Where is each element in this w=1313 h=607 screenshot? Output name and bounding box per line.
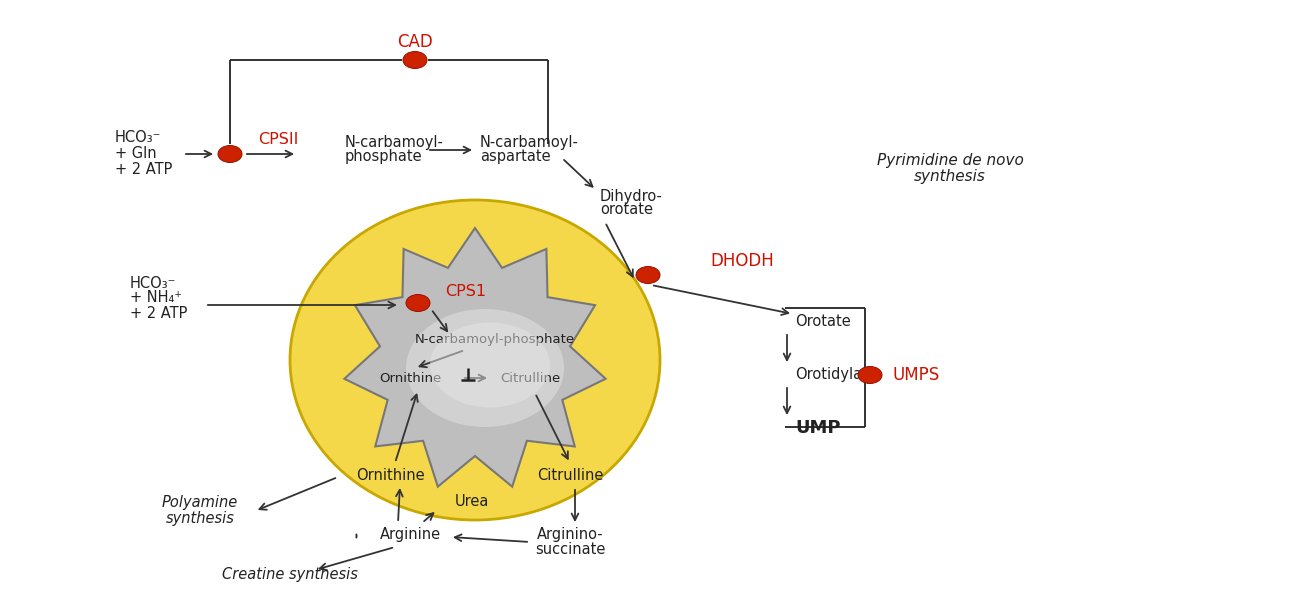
Ellipse shape: [429, 322, 550, 407]
Text: N-carbamoyl-: N-carbamoyl-: [345, 135, 444, 151]
Text: phosphate: phosphate: [345, 149, 423, 164]
Text: Orotidylate: Orotidylate: [794, 367, 877, 382]
Text: Polyamine: Polyamine: [161, 495, 238, 510]
Text: Arginine: Arginine: [379, 527, 441, 543]
Text: + 2 ATP: + 2 ATP: [116, 163, 172, 177]
Text: aspartate: aspartate: [481, 149, 550, 164]
Text: Citrulline: Citrulline: [537, 467, 603, 483]
Text: Urea: Urea: [456, 495, 490, 509]
Text: synthesis: synthesis: [165, 512, 235, 526]
Text: CPS1: CPS1: [445, 285, 486, 299]
Text: Creatine synthesis: Creatine synthesis: [222, 568, 358, 583]
Text: CAD: CAD: [397, 33, 433, 51]
Text: UMP: UMP: [794, 419, 840, 437]
Text: N-carbamoyl-phosphate: N-carbamoyl-phosphate: [415, 333, 575, 347]
Text: + NH₄⁺: + NH₄⁺: [130, 291, 183, 305]
Text: Pyrimidine de novo: Pyrimidine de novo: [877, 152, 1023, 168]
Text: synthesis: synthesis: [914, 169, 986, 185]
Text: CPSII: CPSII: [257, 132, 298, 148]
Text: orotate: orotate: [600, 203, 653, 217]
Text: HCO₃⁻: HCO₃⁻: [130, 276, 176, 291]
Text: + Gln: + Gln: [116, 146, 156, 161]
Ellipse shape: [406, 294, 429, 311]
Ellipse shape: [403, 52, 427, 69]
Text: Arginino-: Arginino-: [537, 527, 603, 543]
Text: Ornithine: Ornithine: [379, 371, 441, 384]
Text: Dihydro-: Dihydro-: [600, 189, 663, 203]
Text: Orotate: Orotate: [794, 314, 851, 330]
Text: UMPS: UMPS: [893, 366, 940, 384]
Text: succinate: succinate: [534, 541, 605, 557]
Text: N-carbamoyl-: N-carbamoyl-: [481, 135, 579, 151]
Ellipse shape: [290, 200, 660, 520]
Text: + 2 ATP: + 2 ATP: [130, 305, 188, 320]
Ellipse shape: [218, 146, 242, 163]
Text: Citrulline: Citrulline: [500, 371, 561, 384]
Text: DHODH: DHODH: [710, 252, 773, 270]
Ellipse shape: [857, 367, 882, 384]
Ellipse shape: [635, 266, 660, 283]
Polygon shape: [344, 228, 605, 487]
Ellipse shape: [406, 309, 565, 427]
Text: HCO₃⁻: HCO₃⁻: [116, 131, 161, 146]
Text: Ornithine: Ornithine: [356, 467, 424, 483]
